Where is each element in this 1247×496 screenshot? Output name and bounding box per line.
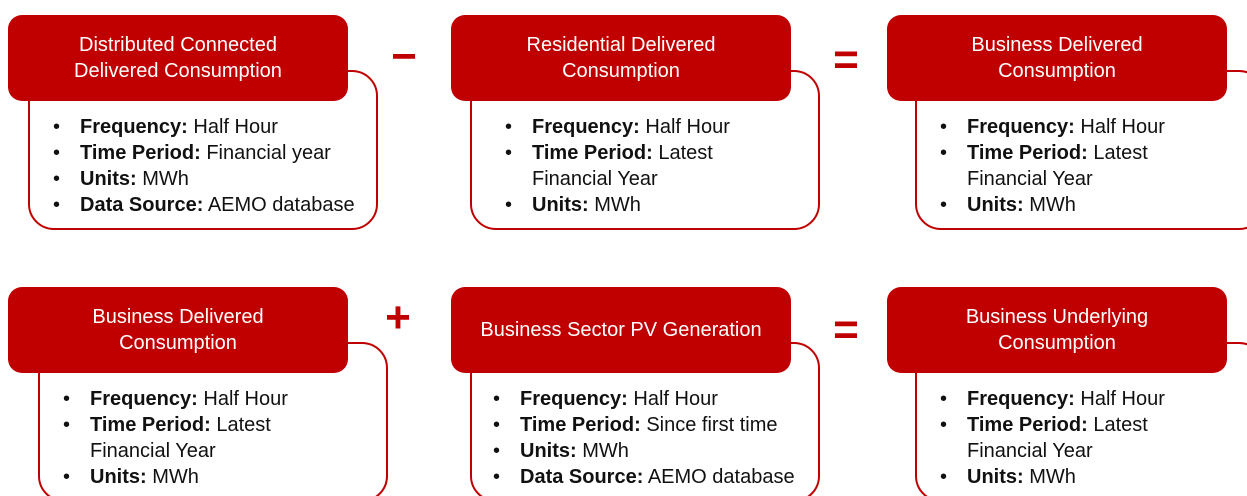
bullet-value: MWh [582,440,629,462]
box-header: Residential Delivered Consumption [451,15,791,101]
operator: − [391,32,417,81]
bullet-label: Frequency: [90,388,198,410]
bullet-list: Frequency: Half HourTime Period: Latest … [63,386,305,490]
bullet-item: Time Period: Latest Financial Year [940,140,1182,192]
box-header: Business Delivered Consumption [887,15,1227,101]
bullet-value: Latest Financial Year [967,414,1148,462]
bullet-value: MWh [1029,194,1076,216]
bullet-label: Data Source: [80,194,204,216]
bullet-value: Half Hour [633,388,718,410]
bullet-item: Time Period: Latest Financial Year [63,412,305,464]
bullet-value: Since first time [646,414,778,436]
bullet-value: Half Hour [645,116,730,138]
header-line: Consumption [998,60,1116,82]
operator: = [833,305,859,354]
bullet-label: Units: [90,466,147,488]
bullet-label: Frequency: [520,388,628,410]
bullet-list: Frequency: Half HourTime Period: Financi… [53,114,380,218]
header-line: Distributed Connected [79,34,277,56]
box-header: Distributed Connected Delivered Consumpti… [8,15,348,101]
bullet-label: Frequency: [532,116,640,138]
bullet-item: Frequency: Half Hour [493,386,820,412]
bullet-label: Frequency: [967,116,1075,138]
bullet-label: Time Period: [520,414,641,436]
bullet-item: Frequency: Half Hour [940,386,1182,412]
header-line: Business Sector PV Generation [480,319,762,341]
bullet-item: Units: MWh [505,192,747,218]
bullet-item: Time Period: Latest Financial Year [505,140,747,192]
bullet-item: Data Source: AEMO database [53,192,380,218]
bullet-label: Time Period: [80,142,201,164]
bullet-item: Frequency: Half Hour [505,114,747,140]
bullet-label: Units: [80,168,137,190]
bullet-item: Units: MWh [940,192,1182,218]
bullet-label: Time Period: [90,414,211,436]
bullet-item: Frequency: Half Hour [53,114,380,140]
bullet-label: Units: [967,194,1024,216]
operator: + [385,293,411,342]
box-header: Business Sector PV Generation [451,287,791,373]
bullet-label: Units: [967,466,1024,488]
bullet-item: Frequency: Half Hour [940,114,1182,140]
operator: = [833,35,859,84]
bullet-value: Financial year [206,142,331,164]
header-line: Delivered Consumption [74,60,282,82]
header-line: Residential Delivered [526,34,716,56]
bullet-list: Frequency: Half HourTime Period: Latest … [505,114,747,218]
header-line: Consumption [998,332,1116,354]
bullet-value: MWh [152,466,199,488]
bullet-value: Half Hour [1080,116,1165,138]
header-line: Consumption [562,60,680,82]
bullet-value: Half Hour [193,116,278,138]
bullet-label: Data Source: [520,466,644,488]
bullet-item: Time Period: Financial year [53,140,380,166]
box-header: Business Delivered Consumption [8,287,348,373]
header-line: Consumption [119,332,237,354]
bullet-item: Units: MWh [493,438,820,464]
bullet-label: Time Period: [967,142,1088,164]
bullet-value: Latest Financial Year [90,414,271,462]
bullet-label: Frequency: [80,116,188,138]
bullet-value: Half Hour [1080,388,1165,410]
bullet-value: AEMO database [207,194,355,216]
bullet-value: AEMO database [647,466,795,488]
bullet-value: Half Hour [203,388,288,410]
bullet-label: Time Period: [967,414,1088,436]
bullet-item: Data Source: AEMO database [493,464,820,490]
bullet-label: Time Period: [532,142,653,164]
bullet-value: Latest Financial Year [967,142,1148,190]
bullet-label: Units: [532,194,589,216]
header-line: Business Delivered [92,306,264,328]
header-line: Business Underlying [965,306,1149,328]
bullet-value: MWh [142,168,189,190]
bullet-value: MWh [594,194,641,216]
header-line: Business Delivered [971,34,1143,56]
bullet-list: Frequency: Half HourTime Period: Since f… [493,386,820,490]
bullet-item: Time Period: Latest Financial Year [940,412,1182,464]
bullet-list: Frequency: Half HourTime Period: Latest … [940,114,1182,218]
bullet-label: Units: [520,440,577,462]
bullet-value: Latest Financial Year [532,142,713,190]
bullet-item: Units: MWh [63,464,305,490]
bullet-item: Units: MWh [53,166,380,192]
bullet-item: Units: MWh [940,464,1182,490]
bullet-label: Frequency: [967,388,1075,410]
bullet-value: MWh [1029,466,1076,488]
bullet-item: Frequency: Half Hour [63,386,305,412]
bullet-list: Frequency: Half HourTime Period: Latest … [940,386,1182,490]
bullet-item: Time Period: Since first time [493,412,820,438]
box-header: Business Underlying Consumption [887,287,1227,373]
